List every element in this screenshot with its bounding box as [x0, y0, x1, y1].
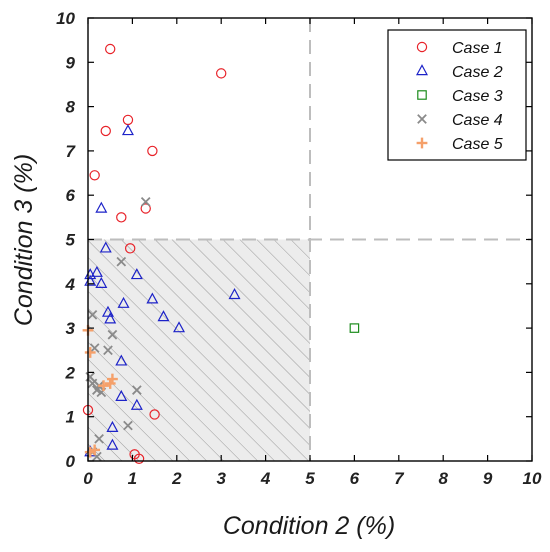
y-tick-label: 2: [65, 363, 76, 382]
data-point: [89, 343, 100, 353]
data-point: [147, 145, 158, 157]
series-case-3: [349, 323, 360, 333]
data-point: [84, 347, 96, 358]
data-point: [215, 68, 227, 79]
data-point: [130, 398, 143, 410]
data-point: [104, 378, 116, 389]
shaded-region-hatch: [88, 239, 310, 461]
legend: Case 1 Case 2 Case 3 Case 4 Case 5: [387, 29, 527, 161]
legend-item: Case 5: [416, 136, 503, 153]
x-tick-label: 5: [305, 469, 315, 488]
legend-label: Case 4: [452, 112, 503, 129]
legend-marker: [417, 90, 427, 100]
y-tick-label: 10: [56, 9, 75, 28]
legend-marker: [416, 137, 428, 149]
data-point: [228, 288, 241, 300]
data-point: [140, 197, 151, 207]
data-point: [95, 276, 108, 288]
data-point: [115, 354, 128, 366]
legend-marker: [415, 64, 429, 76]
x-axis-label: Condition 2 (%): [223, 512, 395, 540]
x-tick-label: 7: [394, 469, 405, 488]
data-point: [106, 420, 119, 432]
x-tick-label: 6: [350, 469, 360, 488]
data-point: [94, 434, 104, 444]
y-tick-label: 8: [66, 98, 76, 117]
series-case-2: [84, 124, 241, 457]
x-tick-label: 2: [171, 469, 182, 488]
x-tick-label: 4: [260, 469, 271, 488]
data-point: [95, 201, 108, 213]
data-point: [84, 446, 96, 458]
data-point: [132, 385, 142, 395]
data-point: [104, 43, 116, 55]
data-point: [157, 310, 170, 322]
data-point: [98, 380, 109, 392]
x-tick-label: 8: [438, 469, 448, 488]
data-point: [117, 296, 130, 308]
x-tick-label: 1: [128, 469, 137, 488]
data-point: [115, 389, 128, 401]
data-point: [116, 256, 127, 267]
data-point: [89, 170, 100, 181]
data-point: [121, 124, 134, 136]
data-point: [122, 114, 134, 126]
data-point: [116, 212, 127, 223]
data-point: [130, 268, 143, 280]
data-point: [124, 243, 136, 254]
data-point: [104, 312, 117, 324]
data-point: [90, 265, 103, 277]
legend-label: Case 5: [452, 136, 503, 153]
legend-box: [387, 29, 527, 161]
legend-item: Case 3: [417, 88, 503, 105]
data-point: [149, 409, 160, 420]
series-case-5: [82, 324, 118, 458]
data-point: [349, 323, 360, 333]
data-point: [87, 378, 98, 389]
legend-item: Case 2: [415, 64, 503, 81]
data-point: [100, 125, 111, 137]
y-tick-label: 1: [66, 408, 75, 427]
data-point: [173, 321, 186, 333]
y-tick-label: 0: [66, 452, 76, 471]
x-tick-label: 10: [523, 469, 542, 488]
x-tick-label: 3: [216, 469, 226, 488]
y-axis-label: Condition 3 (%): [10, 154, 38, 326]
legend-label: Case 3: [452, 88, 503, 105]
x-tick-label: 9: [483, 469, 493, 488]
legend-item: Case 4: [417, 112, 503, 129]
data-point: [146, 292, 159, 304]
data-point: [123, 420, 133, 431]
y-tick-label: 7: [66, 142, 77, 161]
legend-label: Case 2: [452, 64, 503, 81]
data-point: [140, 203, 151, 214]
data-point: [99, 241, 112, 253]
data-point: [87, 309, 98, 320]
legend-label: Case 1: [452, 40, 503, 57]
data-point: [101, 305, 114, 317]
y-tick-label: 6: [66, 186, 76, 205]
y-tick-label: 3: [66, 319, 76, 338]
legend-marker: [417, 114, 427, 124]
x-tick-label: 0: [83, 469, 93, 488]
y-tick-label: 5: [66, 231, 76, 250]
data-point: [103, 345, 113, 356]
data-point: [133, 453, 145, 464]
legend-item: Case 1: [416, 40, 503, 57]
y-tick-label: 4: [65, 275, 76, 294]
data-point: [106, 438, 119, 450]
y-tick-label: 9: [66, 53, 76, 72]
data-point: [107, 329, 118, 340]
legend-marker: [416, 41, 428, 53]
